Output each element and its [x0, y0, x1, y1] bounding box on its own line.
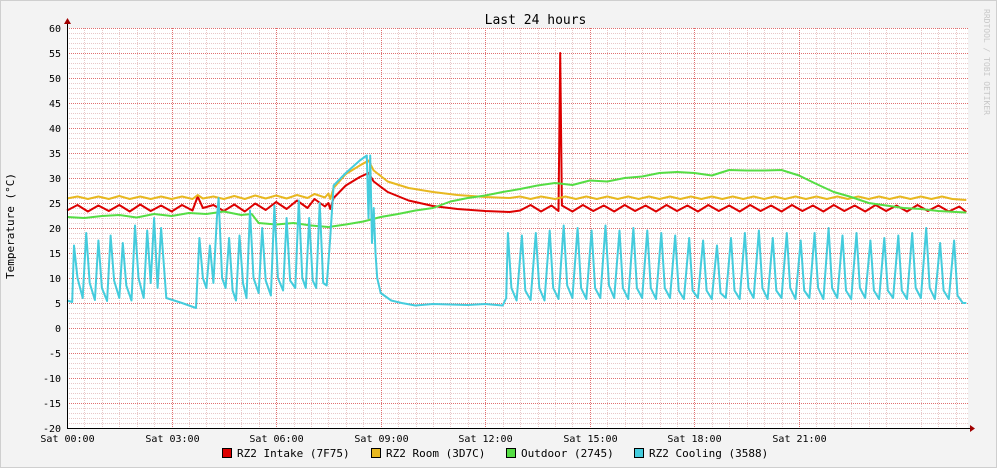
y-tick-label: 30	[49, 174, 61, 185]
legend-label-0: RZ2 Intake (7F75)	[237, 447, 350, 460]
y-tick-label: 55	[49, 49, 61, 60]
y-tick-label: 60	[49, 24, 61, 35]
watermark-text: RRDTOOL / TOBI OETIKER	[982, 9, 991, 115]
y-tick-label: 10	[49, 274, 61, 285]
x-tick-label: Sat 00:00	[40, 434, 94, 445]
x-tick-label: Sat 12:00	[458, 434, 512, 445]
x-tick-label: Sat 21:00	[772, 434, 826, 445]
y-tick-label: 5	[55, 299, 61, 310]
series-line-3	[66, 154, 967, 309]
y-tick-label: 25	[49, 199, 61, 210]
chart-title: Last 24 hours	[485, 13, 587, 28]
y-tick-label: 40	[49, 124, 61, 135]
series-line-1	[66, 159, 967, 201]
series-line-2	[66, 169, 967, 228]
y-tick-label: -5	[49, 349, 61, 360]
x-tick-label: Sat 15:00	[563, 434, 617, 445]
legend-swatch-1	[371, 448, 381, 458]
y-tick-label: 50	[49, 74, 61, 85]
x-tick-label: Sat 09:00	[354, 434, 408, 445]
legend-swatch-3	[634, 448, 644, 458]
y-tick-label: -10	[43, 374, 61, 385]
legend-swatch-0	[222, 448, 232, 458]
y-tick-label: -20	[43, 424, 61, 435]
y-tick-label: -15	[43, 399, 61, 410]
x-tick-label: Sat 06:00	[249, 434, 303, 445]
series-line-0	[66, 52, 967, 213]
y-axis-arrow	[64, 18, 71, 24]
y-tick-label: 35	[49, 149, 61, 160]
y-tick-label: 0	[55, 324, 61, 335]
x-tick-label: Sat 03:00	[145, 434, 199, 445]
legend-label-2: Outdoor (2745)	[521, 447, 614, 460]
y-axis-label: Temperature (°C)	[4, 173, 17, 279]
x-axis-arrow	[970, 425, 975, 432]
y-tick-label: 45	[49, 99, 61, 110]
y-tick-label: 20	[49, 224, 61, 235]
legend-swatch-2	[506, 448, 516, 458]
legend-label-1: RZ2 Room (3D7C)	[386, 447, 485, 460]
y-tick-label: 15	[49, 249, 61, 260]
legend-label-3: RZ2 Cooling (3588)	[649, 447, 768, 460]
x-tick-label: Sat 18:00	[667, 434, 721, 445]
